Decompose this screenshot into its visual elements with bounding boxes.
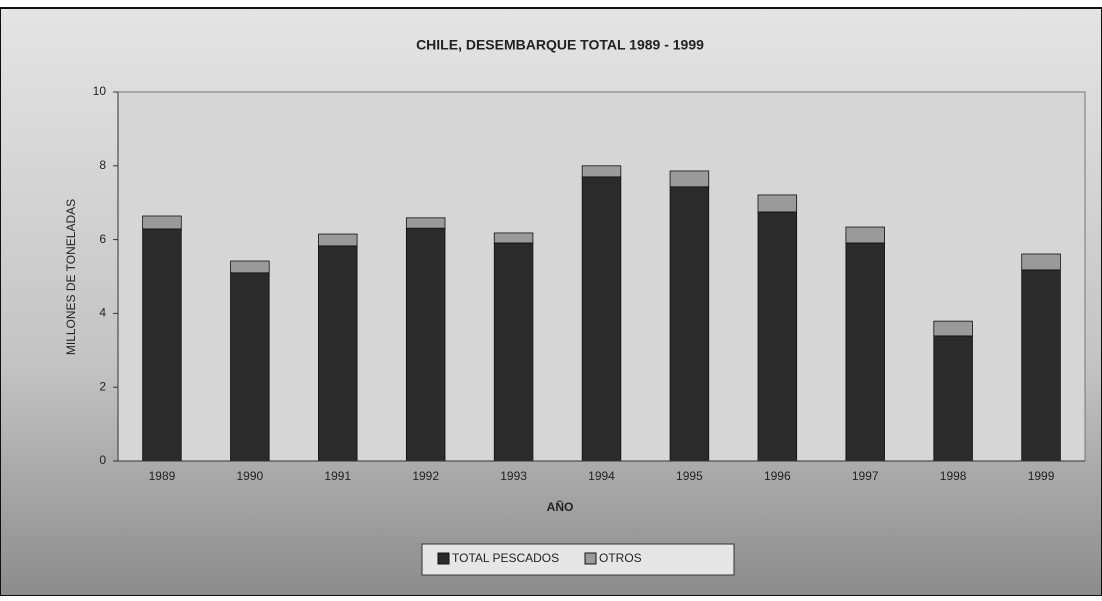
bar-segment [669,170,710,188]
x-tick-label: 1992 [412,469,439,483]
x-tick-label: 1995 [676,469,703,483]
y-tick-label: 10 [93,84,107,98]
y-tick-label: 6 [99,232,106,246]
bar-segment [757,211,798,462]
bar-segment [318,245,358,462]
x-tick-label: 1999 [1028,469,1055,483]
x-tick-label: 1989 [149,469,176,483]
y-tick-label: 0 [99,453,106,467]
bar-segment [669,186,710,462]
bar-segment [405,227,446,462]
x-tick-label: 1991 [324,469,351,483]
bar-segment [581,165,622,178]
bar-segment [142,215,182,230]
bar-segment [845,242,885,462]
bar-segment [1021,269,1061,462]
legend [421,543,735,576]
legend-label: TOTAL PESCADOS [452,551,559,565]
y-tick-label: 8 [99,158,106,172]
x-tick-label: 1993 [500,469,527,483]
bar-segment [933,320,973,337]
chart-title: CHILE, DESEMBARQUE TOTAL 1989 - 1999 [416,37,704,53]
y-tick-label: 2 [99,379,106,393]
y-tick-label: 4 [99,306,106,320]
bar-segment [1021,253,1061,271]
bar-segment [581,176,622,462]
x-tick-label: 1996 [764,469,791,483]
bar-segment [230,272,270,462]
bar-segment [493,242,534,462]
x-tick-label: 1998 [940,469,967,483]
x-tick-label: 1997 [852,469,879,483]
legend-label: OTROS [599,551,642,565]
legend-swatch [437,552,450,565]
x-tick-label: 1990 [237,469,264,483]
bar-segment [493,232,534,244]
x-tick-label: 1994 [588,469,615,483]
legend-swatch [584,552,597,565]
bar-segment [405,217,446,229]
bar-segment [142,228,182,462]
x-axis-label: AÑO [547,499,574,514]
bar-segment [757,194,798,213]
bar-segment [933,335,973,462]
bar-segment [845,226,885,244]
y-axis-label: MILLONES DE TONELADAS [64,199,78,355]
bar-segment [230,260,270,274]
bar-segment [318,233,358,247]
